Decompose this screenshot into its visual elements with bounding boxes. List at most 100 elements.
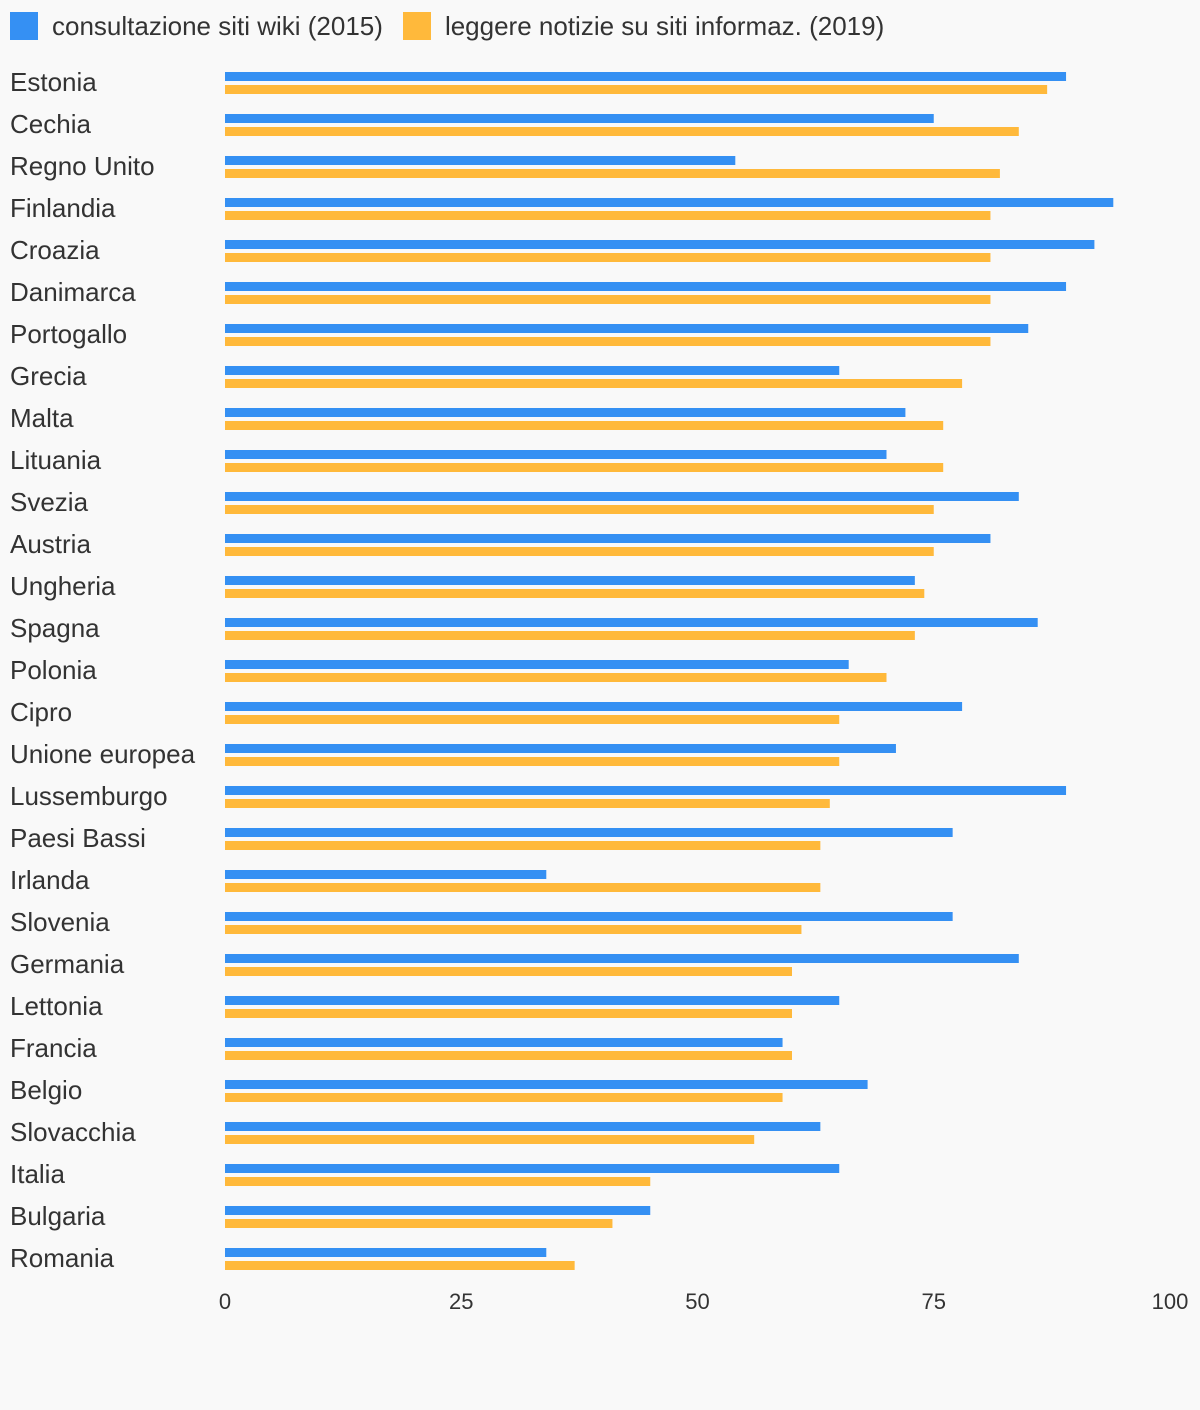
bar-series-1 xyxy=(225,870,547,879)
category-label: Spagna xyxy=(10,613,100,643)
bar-series-2 xyxy=(225,841,821,850)
category-label: Polonia xyxy=(10,655,97,685)
bar-series-1 xyxy=(225,618,1038,627)
x-tick-label: 75 xyxy=(922,1289,946,1314)
category-label: Cipro xyxy=(10,697,72,727)
bar-series-1 xyxy=(225,912,953,921)
category-label: Croazia xyxy=(10,235,100,265)
category-label: Romania xyxy=(10,1243,115,1273)
bar-series-2 xyxy=(225,1009,792,1018)
chart-legend: consultazione siti wiki (2015) leggere n… xyxy=(10,10,904,42)
bar-series-1 xyxy=(225,702,963,711)
bar-series-2 xyxy=(225,631,915,640)
legend-item-series-2: leggere notizie su siti informaz. (2019) xyxy=(402,10,885,42)
category-label: Belgio xyxy=(10,1075,82,1105)
bar-series-2 xyxy=(225,799,830,808)
bar-series-1 xyxy=(225,660,849,669)
category-label: Slovenia xyxy=(10,907,110,937)
bar-series-1 xyxy=(225,198,1114,207)
bar-series-2 xyxy=(225,1219,613,1228)
bar-series-2 xyxy=(225,337,991,346)
category-label: Francia xyxy=(10,1033,97,1063)
bar-series-2 xyxy=(225,127,1019,136)
legend-swatch-series-2 xyxy=(402,12,431,40)
category-label: Austria xyxy=(10,529,91,559)
bar-series-2 xyxy=(225,673,887,682)
category-label: Irlanda xyxy=(10,865,90,895)
x-tick-label: 50 xyxy=(685,1289,709,1314)
bar-series-1 xyxy=(225,828,953,837)
bar-series-2 xyxy=(225,883,821,892)
bar-series-2 xyxy=(225,295,991,304)
legend-item-series-1: consultazione siti wiki (2015) xyxy=(10,11,383,42)
category-label: Bulgaria xyxy=(10,1201,106,1231)
bar-series-1 xyxy=(225,156,736,165)
category-label: Paesi Bassi xyxy=(10,823,146,853)
bar-series-2 xyxy=(225,967,792,976)
bar-series-2 xyxy=(225,85,1048,94)
bar-series-1 xyxy=(225,282,1067,291)
category-label: Malta xyxy=(10,403,74,433)
category-label: Finlandia xyxy=(10,193,116,223)
bar-series-1 xyxy=(225,954,1019,963)
bar-series-1 xyxy=(225,324,1029,333)
bar-series-2 xyxy=(225,1093,783,1102)
bar-series-1 xyxy=(225,1248,547,1257)
bar-series-2 xyxy=(225,505,934,514)
bar-series-1 xyxy=(225,450,887,459)
x-tick-label: 0 xyxy=(219,1289,231,1314)
legend-label-series-1: consultazione siti wiki (2015) xyxy=(52,10,383,41)
bar-series-1 xyxy=(225,492,1019,501)
bar-series-1 xyxy=(225,408,906,417)
bar-series-1 xyxy=(225,576,915,585)
bar-series-1 xyxy=(225,786,1067,795)
bar-series-2 xyxy=(225,715,840,724)
bar-series-2 xyxy=(225,925,802,934)
category-label: Cechia xyxy=(10,109,91,139)
category-label: Lettonia xyxy=(10,991,103,1021)
category-label: Regno Unito xyxy=(10,151,155,181)
x-tick-label: 100 xyxy=(1152,1289,1189,1314)
category-label: Danimarca xyxy=(10,277,136,307)
category-label: Ungheria xyxy=(10,571,116,601)
bar-series-1 xyxy=(225,366,840,375)
category-label: Svezia xyxy=(10,487,89,517)
bar-series-1 xyxy=(225,1038,783,1047)
bar-series-2 xyxy=(225,169,1000,178)
bar-series-1 xyxy=(225,1080,868,1089)
category-label: Italia xyxy=(10,1159,65,1189)
bar-series-2 xyxy=(225,547,934,556)
category-label: Lituania xyxy=(10,445,102,475)
category-label: Slovacchia xyxy=(10,1117,136,1147)
bar-series-1 xyxy=(225,114,934,123)
bar-series-2 xyxy=(225,211,991,220)
bar-series-2 xyxy=(225,757,840,766)
bar-series-2 xyxy=(225,1135,755,1144)
category-label: Unione europea xyxy=(10,739,196,769)
bar-series-1 xyxy=(225,996,840,1005)
bar-series-1 xyxy=(225,1122,821,1131)
bar-series-2 xyxy=(225,1177,651,1186)
bar-series-1 xyxy=(225,1164,840,1173)
category-label: Portogallo xyxy=(10,319,127,349)
category-label: Estonia xyxy=(10,67,97,97)
bar-series-2 xyxy=(225,253,991,262)
bar-series-2 xyxy=(225,589,925,598)
category-label: Lussemburgo xyxy=(10,781,168,811)
bar-series-2 xyxy=(225,379,963,388)
bar-series-2 xyxy=(225,421,944,430)
x-tick-label: 25 xyxy=(449,1289,473,1314)
bar-series-2 xyxy=(225,1261,575,1270)
bar-series-1 xyxy=(225,534,991,543)
bar-series-2 xyxy=(225,463,944,472)
category-label: Germania xyxy=(10,949,125,979)
bar-series-1 xyxy=(225,744,896,753)
category-label: Grecia xyxy=(10,361,87,391)
bar-series-1 xyxy=(225,240,1095,249)
legend-label-series-2: leggere notizie su siti informaz. (2019) xyxy=(444,10,885,41)
bar-series-1 xyxy=(225,72,1067,81)
bar-series-2 xyxy=(225,1051,792,1060)
bar-series-1 xyxy=(225,1206,651,1215)
legend-swatch-series-1 xyxy=(10,12,38,40)
